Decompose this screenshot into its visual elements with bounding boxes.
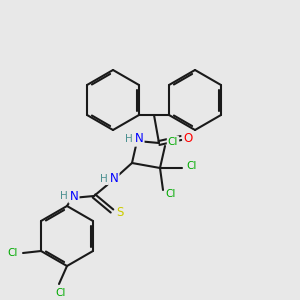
Text: N: N [70, 190, 78, 202]
Text: N: N [135, 133, 143, 146]
Text: S: S [116, 206, 124, 220]
Text: H: H [125, 134, 133, 144]
Text: H: H [60, 191, 68, 201]
Text: Cl: Cl [168, 137, 178, 147]
Text: O: O [183, 131, 193, 145]
Text: Cl: Cl [187, 161, 197, 171]
Text: Cl: Cl [166, 189, 176, 199]
Text: H: H [100, 174, 108, 184]
Text: Cl: Cl [8, 248, 18, 258]
Text: N: N [110, 172, 118, 185]
Text: Cl: Cl [56, 288, 66, 298]
